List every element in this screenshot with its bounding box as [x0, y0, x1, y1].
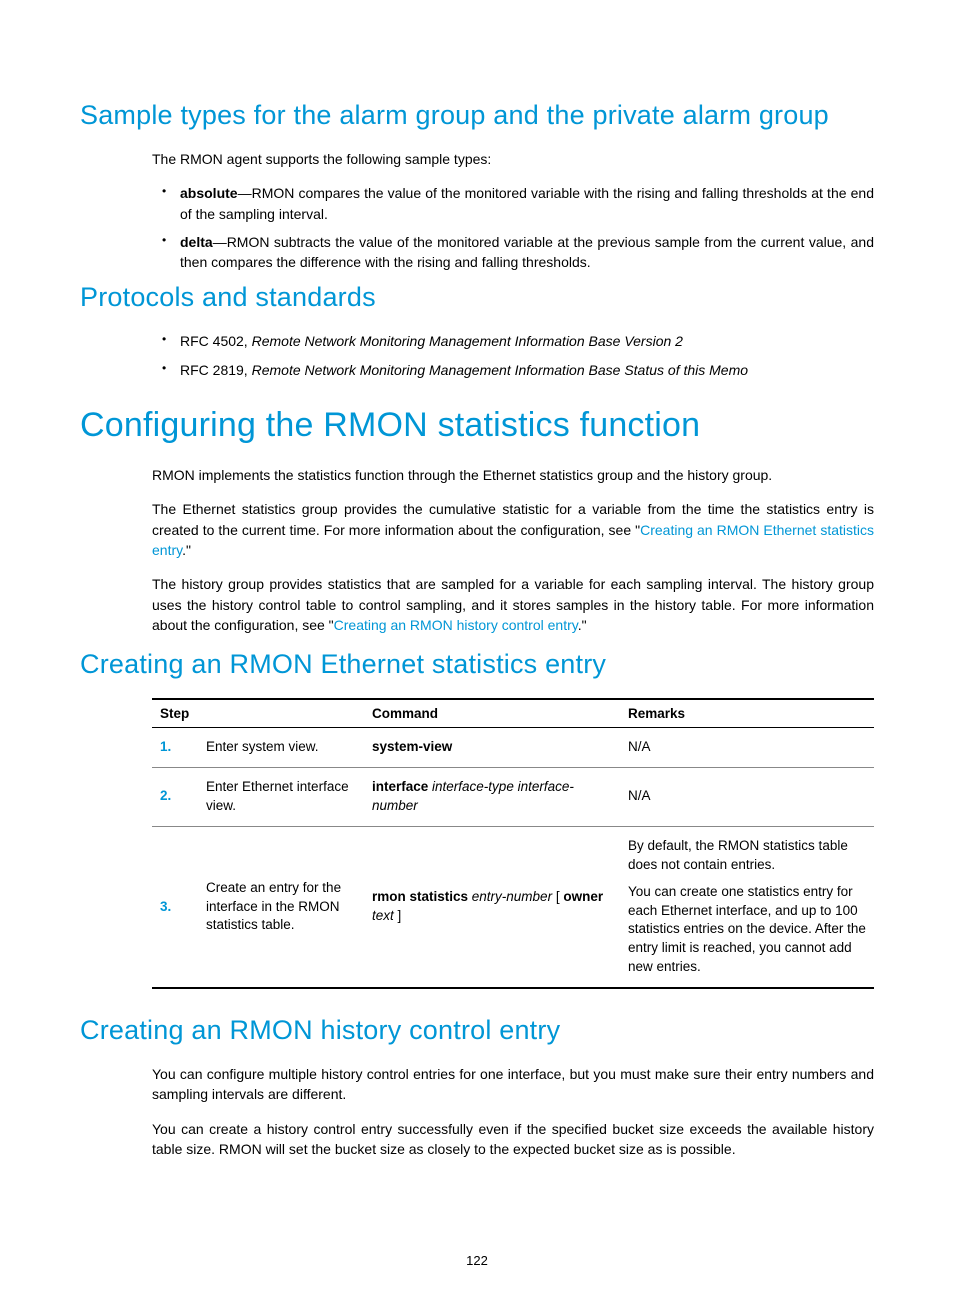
cmd-bold: rmon statistics	[372, 889, 468, 904]
eth-entry-body: Step Command Remarks 1. Enter system vie…	[152, 698, 874, 989]
cmd-plain: ]	[398, 908, 402, 923]
link-hist-entry[interactable]: Creating an RMON history control entry	[334, 617, 578, 633]
rfc-title: Remote Network Monitoring Management Inf…	[252, 362, 748, 378]
sample-types-intro: The RMON agent supports the following sa…	[152, 149, 874, 169]
eth-entry-table: Step Command Remarks 1. Enter system vie…	[152, 698, 874, 989]
step-number: 2.	[160, 787, 182, 806]
heading-protocols: Protocols and standards	[80, 282, 874, 313]
step-number: 1.	[160, 738, 182, 757]
list-item: RFC 2819, Remote Network Monitoring Mana…	[152, 360, 874, 380]
remarks-cell: N/A	[620, 728, 874, 768]
remarks-para: You can create one statistics entry for …	[628, 883, 866, 977]
col-command: Command	[364, 699, 620, 728]
term-rest: —RMON compares the value of the monitore…	[180, 185, 874, 221]
config-stats-body: RMON implements the statistics function …	[152, 465, 874, 635]
cmd-cell: interface interface-type interface-numbe…	[364, 768, 620, 827]
list-item: delta—RMON subtracts the value of the mo…	[152, 232, 874, 273]
table-row: 1. Enter system view. system-view N/A	[152, 728, 874, 768]
term: delta	[180, 234, 213, 250]
protocols-body: RFC 4502, Remote Network Monitoring Mana…	[152, 331, 874, 380]
hist-entry-p2: You can create a history control entry s…	[152, 1119, 874, 1160]
hist-entry-p1: You can configure multiple history contr…	[152, 1064, 874, 1105]
heading-sample-types: Sample types for the alarm group and the…	[80, 100, 874, 131]
list-item: RFC 4502, Remote Network Monitoring Mana…	[152, 331, 874, 351]
term-rest: —RMON subtracts the value of the monitor…	[180, 234, 874, 270]
remarks-para: By default, the RMON statistics table do…	[628, 837, 866, 875]
config-stats-p3: The history group provides statistics th…	[152, 574, 874, 635]
table-header-row: Step Command Remarks	[152, 699, 874, 728]
step-desc: Create an entry for the interface in the…	[198, 826, 364, 988]
cmd-bold: system-view	[372, 739, 452, 754]
step-num-cell: 1.	[152, 728, 198, 768]
cmd-bold: owner	[563, 889, 603, 904]
cmd-bold: interface	[372, 779, 428, 794]
document-page: Sample types for the alarm group and the…	[0, 0, 954, 1296]
cmd-italic: entry-number	[468, 889, 556, 904]
step-number: 3.	[160, 898, 182, 917]
step-desc: Enter system view.	[198, 728, 364, 768]
config-stats-p2: The Ethernet statistics group provides t…	[152, 499, 874, 560]
list-item: absolute—RMON compares the value of the …	[152, 183, 874, 224]
cmd-cell: system-view	[364, 728, 620, 768]
term: absolute	[180, 185, 238, 201]
remarks-cell: By default, the RMON statistics table do…	[620, 826, 874, 988]
heading-config-stats: Configuring the RMON statistics function	[80, 406, 874, 445]
step-desc: Enter Ethernet interface view.	[198, 768, 364, 827]
table-row: 3. Create an entry for the interface in …	[152, 826, 874, 988]
p3-b: ."	[578, 617, 587, 633]
protocols-list: RFC 4502, Remote Network Monitoring Mana…	[152, 331, 874, 380]
heading-eth-entry: Creating an RMON Ethernet statistics ent…	[80, 649, 874, 680]
table-row: 2. Enter Ethernet interface view. interf…	[152, 768, 874, 827]
heading-hist-entry: Creating an RMON history control entry	[80, 1015, 874, 1046]
col-remarks: Remarks	[620, 699, 874, 728]
step-num-cell: 2.	[152, 768, 198, 827]
remarks-cell: N/A	[620, 768, 874, 827]
cmd-cell: rmon statistics entry-number [ owner tex…	[364, 826, 620, 988]
rfc-title: Remote Network Monitoring Management Inf…	[252, 333, 683, 349]
page-number: 122	[0, 1253, 954, 1268]
rfc-prefix: RFC 2819,	[180, 362, 252, 378]
sample-types-list: absolute—RMON compares the value of the …	[152, 183, 874, 272]
hist-entry-body: You can configure multiple history contr…	[152, 1064, 874, 1159]
col-step: Step	[152, 699, 364, 728]
rfc-prefix: RFC 4502,	[180, 333, 252, 349]
config-stats-p1: RMON implements the statistics function …	[152, 465, 874, 485]
p2-b: ."	[182, 542, 191, 558]
cmd-italic: text	[372, 908, 398, 923]
step-num-cell: 3.	[152, 826, 198, 988]
sample-types-body: The RMON agent supports the following sa…	[152, 149, 874, 272]
